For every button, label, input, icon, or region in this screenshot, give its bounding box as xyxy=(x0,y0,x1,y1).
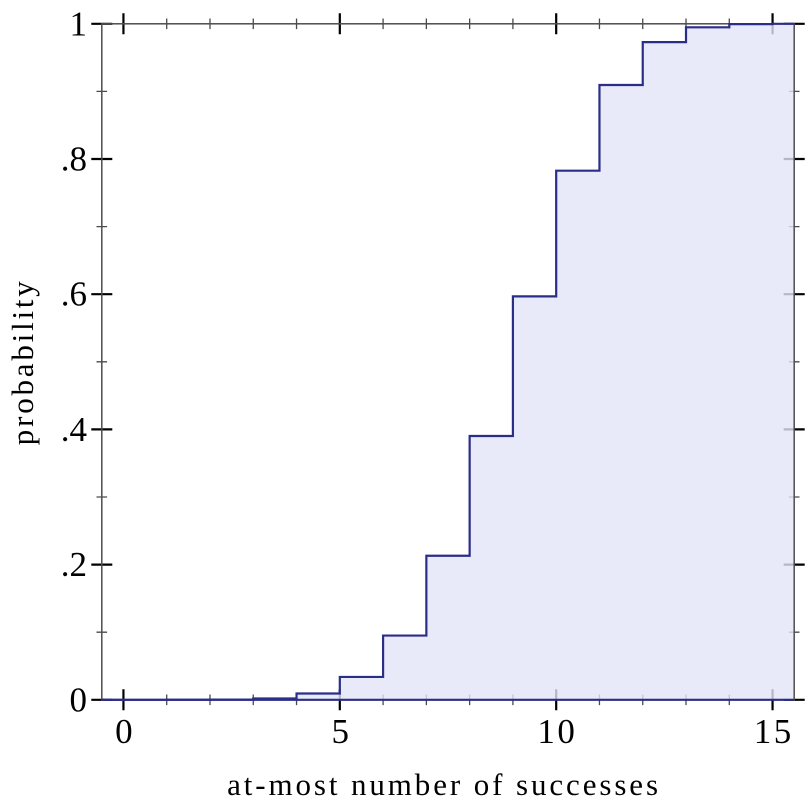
svg-text:probability: probability xyxy=(5,278,40,445)
svg-text:.8: .8 xyxy=(61,140,87,179)
svg-text:0: 0 xyxy=(115,712,133,751)
svg-text:at-most number of successes: at-most number of successes xyxy=(227,767,661,802)
svg-text:10: 10 xyxy=(537,712,577,751)
svg-text:15: 15 xyxy=(754,712,794,751)
svg-text:.6: .6 xyxy=(61,275,87,314)
svg-text:5: 5 xyxy=(332,712,350,751)
svg-text:.2: .2 xyxy=(61,545,87,584)
svg-text:.4: .4 xyxy=(61,410,87,449)
svg-text:0: 0 xyxy=(70,680,88,719)
svg-text:1: 1 xyxy=(70,4,88,43)
